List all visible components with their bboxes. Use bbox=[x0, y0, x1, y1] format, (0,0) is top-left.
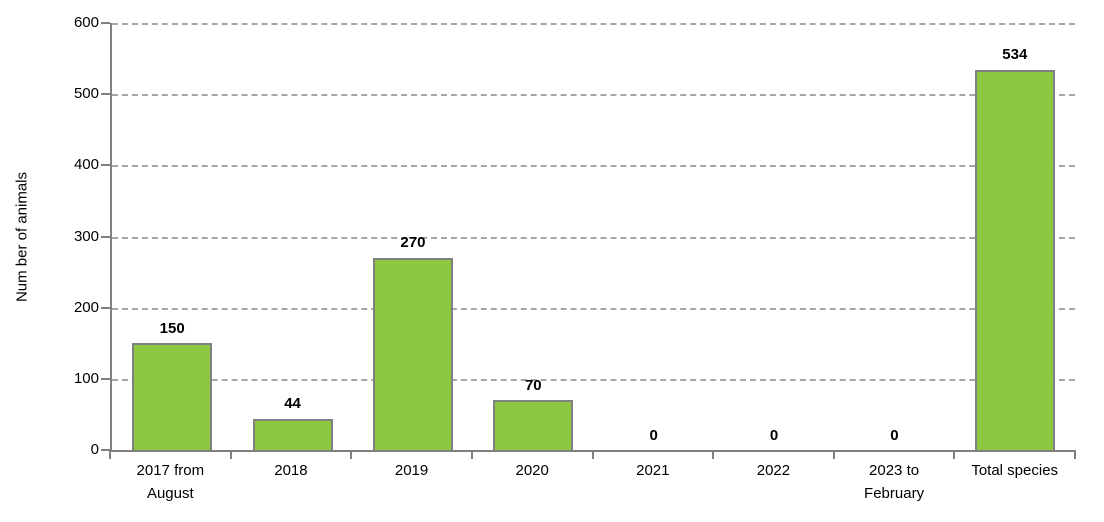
x-tick-mark-6 bbox=[832, 450, 835, 459]
y-tick-label-400: 400 bbox=[73, 156, 99, 174]
bar-value-label: 534 bbox=[1002, 46, 1028, 64]
x-tick-mark-7 bbox=[953, 450, 956, 459]
y-tick-label-500: 500 bbox=[73, 85, 99, 103]
bar bbox=[974, 69, 1055, 450]
x-tick-mark-0 bbox=[109, 450, 111, 459]
bar-value-label: 70 bbox=[524, 376, 542, 394]
x-tick-label-2: 2019 bbox=[394, 462, 429, 479]
y-tick-label-0: 0 bbox=[90, 441, 99, 458]
bar-column-7: 534 bbox=[955, 23, 1075, 450]
y-tick-mark-400 bbox=[101, 164, 110, 167]
y-tick-label-200: 200 bbox=[73, 298, 99, 316]
x-tick-label-7: Total species bbox=[971, 462, 1059, 479]
gridline-200 bbox=[112, 307, 1075, 310]
bar-column-1: 44 bbox=[232, 23, 352, 450]
y-tick-label-100: 100 bbox=[73, 369, 99, 387]
y-tick-mark-600 bbox=[101, 22, 110, 24]
bar-value-label: 270 bbox=[400, 234, 426, 252]
bar-column-2: 270 bbox=[353, 23, 473, 450]
y-tick-mark-200 bbox=[101, 306, 110, 309]
bar bbox=[372, 257, 453, 450]
y-tick-mark-0 bbox=[101, 449, 110, 451]
y-tick-mark-300 bbox=[101, 235, 110, 238]
x-tick-label-3: 2020 bbox=[515, 462, 549, 479]
y-tick-label-600: 600 bbox=[73, 14, 99, 31]
bar-value-label: 0 bbox=[890, 426, 899, 444]
x-tick-label-4: 2021 bbox=[636, 462, 670, 479]
gridline-600 bbox=[112, 23, 1075, 25]
y-tick-label-300: 300 bbox=[73, 227, 99, 245]
bar-column-6: 0 bbox=[834, 23, 954, 450]
x-axis-tick-labels: 2017 from August 2018 2019 2020 2021 2022 2023… bbox=[110, 459, 1075, 506]
gridline-400 bbox=[112, 165, 1075, 168]
bar-column-0: 150 bbox=[112, 23, 232, 450]
y-tick-mark-500 bbox=[101, 93, 110, 96]
bar-value-label: 44 bbox=[284, 395, 301, 413]
bar bbox=[132, 343, 213, 450]
bar-value-label: 0 bbox=[769, 426, 779, 444]
bar bbox=[493, 400, 574, 450]
gridline-500 bbox=[112, 94, 1075, 97]
bar-column-4: 0 bbox=[594, 23, 714, 450]
x-tick-mark-3 bbox=[470, 450, 473, 459]
x-tick-label-6: 2023 to February bbox=[864, 462, 925, 503]
bar-column-5: 0 bbox=[714, 23, 834, 450]
bar-column-3: 70 bbox=[473, 23, 593, 450]
gridline-300 bbox=[112, 236, 1075, 239]
bar bbox=[252, 418, 333, 450]
y-axis-tick-labels: 0 100 200 300 400 500 600 bbox=[0, 14, 99, 458]
x-axis-tick-marks bbox=[109, 450, 1076, 459]
x-tick-mark-1 bbox=[229, 450, 232, 459]
x-tick-label-5: 2022 bbox=[756, 462, 791, 479]
x-tick-mark-5 bbox=[712, 450, 715, 459]
bar-value-label: 0 bbox=[649, 426, 658, 444]
bar-value-label: 150 bbox=[159, 319, 185, 337]
y-axis-tick-marks bbox=[101, 22, 110, 451]
x-tick-mark-2 bbox=[350, 450, 353, 459]
y-tick-mark-100 bbox=[101, 377, 110, 380]
bars-group: 150 44 270 70 0 0 0 534 bbox=[112, 23, 1075, 450]
plot-area: 150 44 270 70 0 0 0 534 bbox=[110, 23, 1075, 452]
x-tick-label-1: 2018 bbox=[274, 462, 308, 479]
x-tick-mark-4 bbox=[591, 450, 594, 459]
x-tick-mark-8 bbox=[1074, 450, 1076, 459]
x-tick-label-0: 2017 from August bbox=[136, 462, 205, 503]
gridline-100 bbox=[112, 378, 1075, 381]
